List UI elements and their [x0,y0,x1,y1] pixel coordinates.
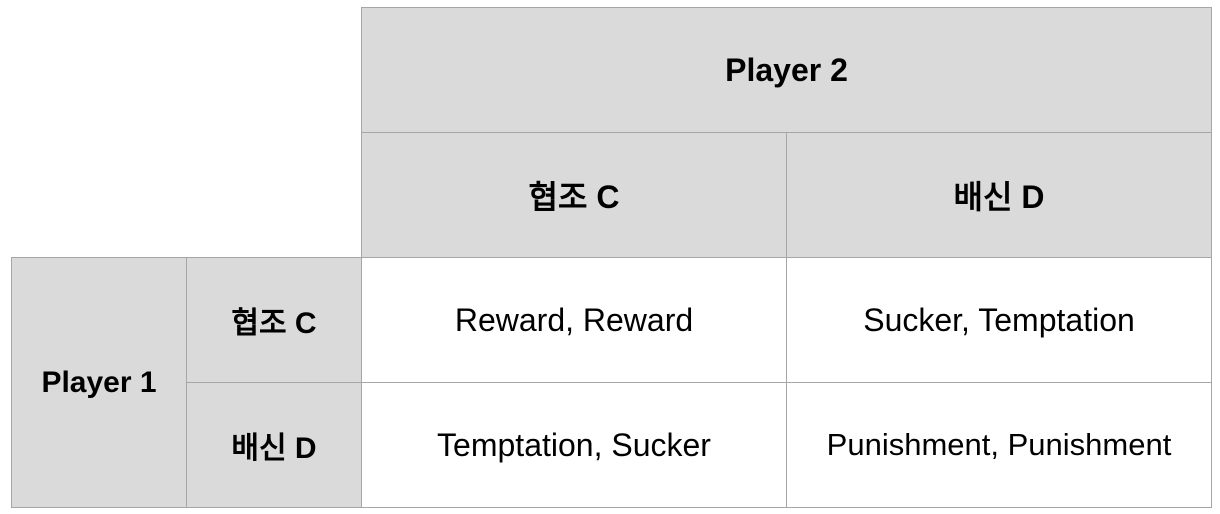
payoff-text: Punishment, Punishment [826,427,1172,462]
column-strategy-label: 배신 D [953,179,1045,215]
payoff-text: Sucker, Temptation [863,301,1135,338]
column-player-header: Player 2 [361,7,1212,133]
payoff-cell-dc: Temptation, Sucker [361,382,787,508]
payoff-cell-cd: Sucker, Temptation [786,257,1212,383]
row-strategy-defect: 배신 D [186,382,362,508]
column-strategy-defect: 배신 D [786,132,1212,258]
payoff-cell-dd: Punishment, Punishment [786,382,1212,508]
payoff-text: Reward, Reward [454,301,694,338]
row-player-header: Player 1 [11,257,187,508]
payoff-cell-cc: Reward, Reward [361,257,787,383]
row-strategy-cooperate: 협조 C [186,257,362,383]
column-player-label: Player 2 [725,51,848,88]
payoff-text: Temptation, Sucker [437,426,711,463]
column-strategy-cooperate: 협조 C [361,132,787,258]
row-player-label: Player 1 [41,365,157,399]
row-strategy-label: 협조 C [231,307,317,340]
column-strategy-label: 협조 C [528,179,620,215]
row-strategy-label: 배신 D [231,432,317,465]
